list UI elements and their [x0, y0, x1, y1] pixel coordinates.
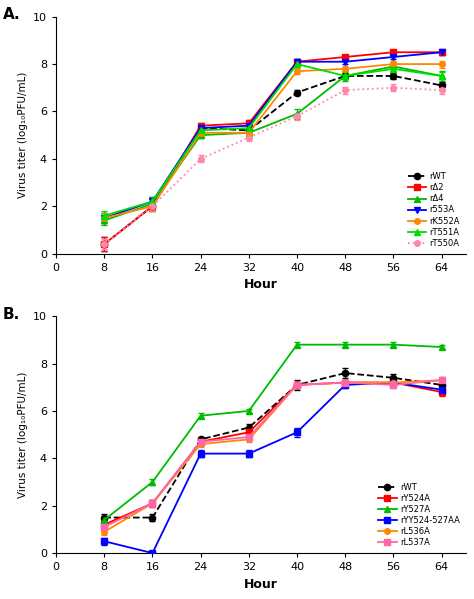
Legend: rWT, rY524A, rY527A, rYY524-527AA, rL536A, rL537A: rWT, rY524A, rY527A, rYY524-527AA, rL536…	[377, 481, 462, 549]
Y-axis label: Virus titer (log₁₀PFU/mL): Virus titer (log₁₀PFU/mL)	[18, 72, 27, 198]
Text: A.: A.	[3, 7, 20, 22]
Legend: rWT, rΔ2, rΔ4, r553A, rK552A, rT551A, rT550A: rWT, rΔ2, rΔ4, r553A, rK552A, rT551A, rT…	[406, 171, 462, 249]
X-axis label: Hour: Hour	[244, 278, 278, 291]
Text: B.: B.	[3, 307, 20, 322]
X-axis label: Hour: Hour	[244, 577, 278, 591]
Y-axis label: Virus titer (log₁₀PFU/mL): Virus titer (log₁₀PFU/mL)	[18, 371, 27, 498]
